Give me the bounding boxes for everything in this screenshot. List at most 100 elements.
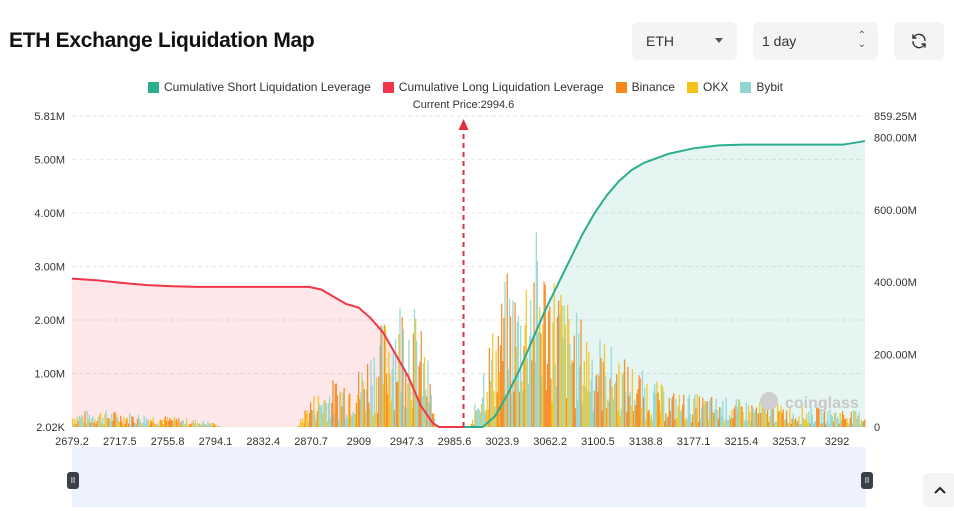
- liquidation-bar: [534, 362, 536, 427]
- legend-label: OKX: [702, 80, 729, 94]
- coin-select[interactable]: ETH: [632, 22, 737, 60]
- liquidation-bar: [312, 409, 314, 427]
- liquidation-bar: [391, 368, 393, 427]
- liquidation-bar: [198, 423, 200, 427]
- liquidation-bar: [690, 422, 693, 427]
- liquidation-bar: [404, 374, 407, 427]
- liquidation-bar: [149, 425, 151, 427]
- liquidation-bar: [712, 411, 714, 427]
- liquidation-bar: [190, 423, 192, 427]
- liquidation-bar: [411, 407, 413, 427]
- liquidation-bar: [487, 409, 489, 427]
- liquidation-bar: [398, 334, 400, 427]
- liquidation-bar: [801, 406, 803, 427]
- liquidation-bar: [413, 308, 416, 427]
- liquidation-bar: [358, 371, 360, 427]
- liquidation-bar: [778, 411, 780, 427]
- liquidation-bar: [604, 375, 607, 427]
- liquidation-bar: [713, 412, 715, 427]
- liquidation-bar: [113, 412, 115, 427]
- liquidation-bar: [762, 406, 764, 427]
- liquidation-bar: [679, 411, 682, 427]
- liquidation-bar: [144, 423, 146, 427]
- liquidation-bar: [727, 420, 730, 427]
- liquidation-bar: [345, 414, 348, 427]
- liquidation-bar: [306, 410, 308, 427]
- liquidation-bar: [101, 422, 103, 427]
- liquidation-bar: [580, 319, 582, 427]
- liquidation-bar: [799, 424, 801, 427]
- liquidation-bar: [601, 410, 603, 427]
- y-right-tick-label: 0: [874, 422, 880, 434]
- liquidation-bar: [170, 420, 172, 427]
- liquidation-bar: [864, 419, 866, 427]
- liquidation-bar: [559, 314, 561, 427]
- liquidation-bar: [550, 378, 552, 427]
- liquidation-bar: [547, 311, 550, 427]
- liquidation-bar: [718, 407, 721, 427]
- liquidation-bar: [825, 424, 827, 427]
- liquidation-bar: [401, 317, 403, 427]
- liquidation-bar: [779, 410, 781, 427]
- liquidation-bar: [503, 317, 505, 427]
- liquidation-bar: [768, 422, 770, 427]
- liquidation-bar: [810, 407, 812, 427]
- zoom-handle-right[interactable]: II: [861, 472, 873, 489]
- liquidation-bar: [90, 417, 93, 427]
- y-left-tick-label: 1.00M: [34, 369, 65, 381]
- liquidation-bar: [833, 412, 836, 427]
- y-right-tick-label: 600.00M: [874, 205, 917, 217]
- liquidation-bar: [399, 308, 401, 427]
- liquidation-bar: [509, 316, 512, 427]
- liquidation-bar: [341, 406, 343, 427]
- liquidation-bar: [764, 404, 766, 427]
- liquidation-bar: [326, 421, 329, 427]
- liquidation-bar: [125, 419, 127, 427]
- liquidation-bar: [544, 284, 546, 427]
- legend-item-long[interactable]: Cumulative Long Liquidation Leverage: [382, 80, 604, 94]
- liquidation-bar: [146, 420, 149, 427]
- liquidation-bar: [682, 404, 684, 427]
- legend-item-binance[interactable]: Binance: [615, 80, 675, 94]
- liquidation-bar: [677, 405, 679, 427]
- liquidation-bar: [646, 384, 648, 427]
- liquidation-bar: [359, 399, 361, 427]
- legend-item-short[interactable]: Cumulative Short Liquidation Leverage: [148, 80, 371, 94]
- liquidation-bar: [200, 425, 202, 427]
- liquidation-bar: [711, 397, 713, 427]
- liquidation-bar: [687, 397, 689, 427]
- liquidation-bar: [852, 410, 855, 427]
- liquidation-bar: [814, 421, 817, 427]
- zoom-handle-left[interactable]: II: [67, 472, 79, 489]
- zoom-slider[interactable]: [72, 447, 866, 507]
- liquidation-bar: [511, 393, 513, 427]
- liquidation-bar: [426, 396, 428, 427]
- liquidation-bar: [850, 411, 853, 427]
- liquidation-bar: [676, 417, 678, 427]
- liquidation-bar: [354, 414, 356, 427]
- liquidation-bar: [714, 409, 716, 427]
- liquidation-bar: [340, 391, 342, 427]
- liquidation-bar: [334, 384, 336, 427]
- scroll-top-button[interactable]: [923, 473, 954, 507]
- refresh-button[interactable]: [894, 22, 944, 60]
- liquidation-bar: [152, 417, 154, 427]
- liquidation-bar: [697, 422, 699, 427]
- x-tick-label: 3062.2: [533, 436, 567, 448]
- liquidation-bar: [206, 425, 208, 427]
- legend-label: Cumulative Short Liquidation Leverage: [164, 80, 371, 94]
- liquidation-bar: [83, 422, 85, 427]
- liquidation-bar: [641, 370, 644, 427]
- legend-item-okx[interactable]: OKX: [686, 80, 729, 94]
- liquidation-bar: [156, 423, 159, 427]
- legend-item-bybit[interactable]: Bybit: [740, 80, 783, 94]
- liquidation-bar: [581, 403, 583, 427]
- liquidation-bar: [86, 410, 88, 427]
- liquidation-bar: [823, 407, 826, 427]
- liquidation-bar: [85, 423, 87, 427]
- legend-label: Cumulative Long Liquidation Leverage: [398, 80, 604, 94]
- liquidation-bar: [155, 424, 158, 427]
- liquidation-bar: [179, 425, 181, 427]
- interval-select[interactable]: 1 day ⌃ ⌄: [753, 22, 878, 60]
- liquidation-bar: [707, 419, 710, 427]
